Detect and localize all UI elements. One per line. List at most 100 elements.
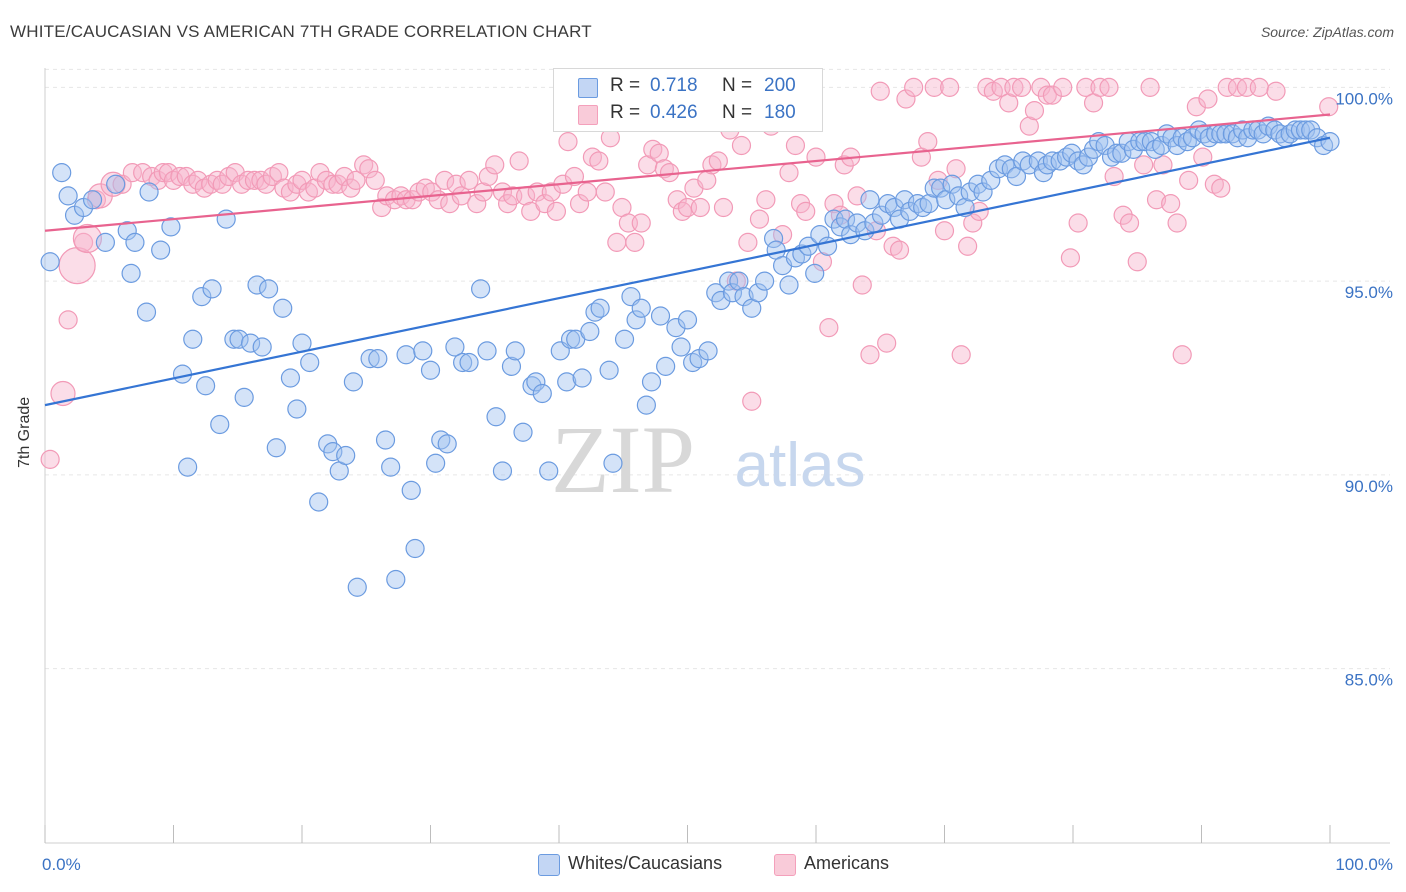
americans-point [649,143,669,163]
whites-point [585,302,605,322]
whites-point [895,190,915,210]
americans-point [731,135,752,156]
americans-point [963,213,983,233]
whites-point [522,376,542,396]
americans-point [918,132,938,152]
whites-point [401,480,421,500]
whites-point [336,445,356,466]
y-axis-label: 7th Grade [16,396,33,468]
zipatlas-watermark: ZIP atlas [551,406,865,513]
legend-r-label: R = [610,75,641,96]
y-tick-label: 85.0% [1345,671,1393,690]
whites-point [1222,124,1242,144]
americans-point [1024,101,1045,121]
whites-point [58,186,78,206]
x-tick-labels: 0.0% 100.0% [42,855,1393,874]
whites-point [343,372,363,392]
whites-point [1280,124,1300,144]
americans-point [212,174,232,194]
whites-point [1101,147,1122,167]
whites-point [82,190,103,210]
whites-point [117,221,137,241]
whites-point [1042,151,1063,171]
whites-point [711,290,731,311]
americans-points [40,77,1339,469]
americans-point [589,151,609,171]
whites-point [729,271,749,291]
americans-point [889,240,910,260]
americans-point [459,170,479,190]
y-tick-label: 95.0% [1345,283,1393,302]
y-tick-labels: 85.0% 90.0% 95.0% 100.0% [1335,89,1393,689]
americans-point [569,194,590,214]
whites-point [234,387,254,407]
americans-point [852,275,872,295]
whites-point [835,209,856,229]
americans-point [1146,190,1167,210]
legend-n-value: 180 [764,102,796,123]
whites-point [136,302,157,322]
whites-point [1265,120,1285,140]
whites-point [603,453,623,473]
axes [44,68,1390,844]
americans-point [834,155,854,175]
whites-point [847,213,867,233]
americans-point [467,194,487,214]
americans-point [870,81,890,101]
whites-point [426,453,446,473]
whites-point [900,201,920,221]
whites-point [1095,135,1115,156]
whites-point [266,438,286,458]
bottom-legend-swatch-blue [538,854,560,876]
whites-point [183,329,203,349]
whites-point [1123,139,1143,159]
americans-point [667,190,687,210]
whites-point [252,337,272,357]
whites-point [513,422,533,442]
whites-point [420,360,441,380]
whites-point [860,190,880,210]
whites-point [413,341,433,361]
whites-point [671,337,691,357]
americans-point [940,77,960,97]
americans-point [365,170,385,190]
americans-point [738,232,758,252]
americans-point [1004,77,1024,97]
whites-point [178,457,198,477]
americans-point [742,391,762,411]
americans-point [1217,77,1237,97]
americans-point [672,201,692,221]
americans-point [1179,170,1199,190]
americans-point [176,166,196,187]
americans-point [328,174,348,194]
americans-point [558,132,578,152]
americans-point [354,155,374,175]
americans-point [305,178,325,198]
americans-point [796,201,816,221]
americans-point [535,194,555,214]
americans-point [1167,213,1187,233]
americans-point [779,163,799,183]
americans-point [564,166,585,187]
whites-point [106,174,126,194]
whites-point [459,352,479,373]
whites-point [779,275,799,295]
whites-point [748,283,768,303]
americans-point [946,159,966,179]
y-tick-label: 90.0% [1345,477,1393,496]
whites-point [360,349,380,369]
americans-point [269,163,289,183]
americans-point [1037,85,1057,105]
legend-swatch-blue [578,78,598,98]
whites-point [942,174,962,194]
whites-point [539,461,559,481]
whites-point [626,310,646,330]
whites-point [754,271,775,291]
whites-point [722,283,743,303]
whites-point [666,318,686,338]
whites-point [631,298,651,318]
whites-point [981,170,1001,190]
whites-point [614,329,635,349]
americans-point [860,345,880,365]
whites-point [95,232,115,252]
